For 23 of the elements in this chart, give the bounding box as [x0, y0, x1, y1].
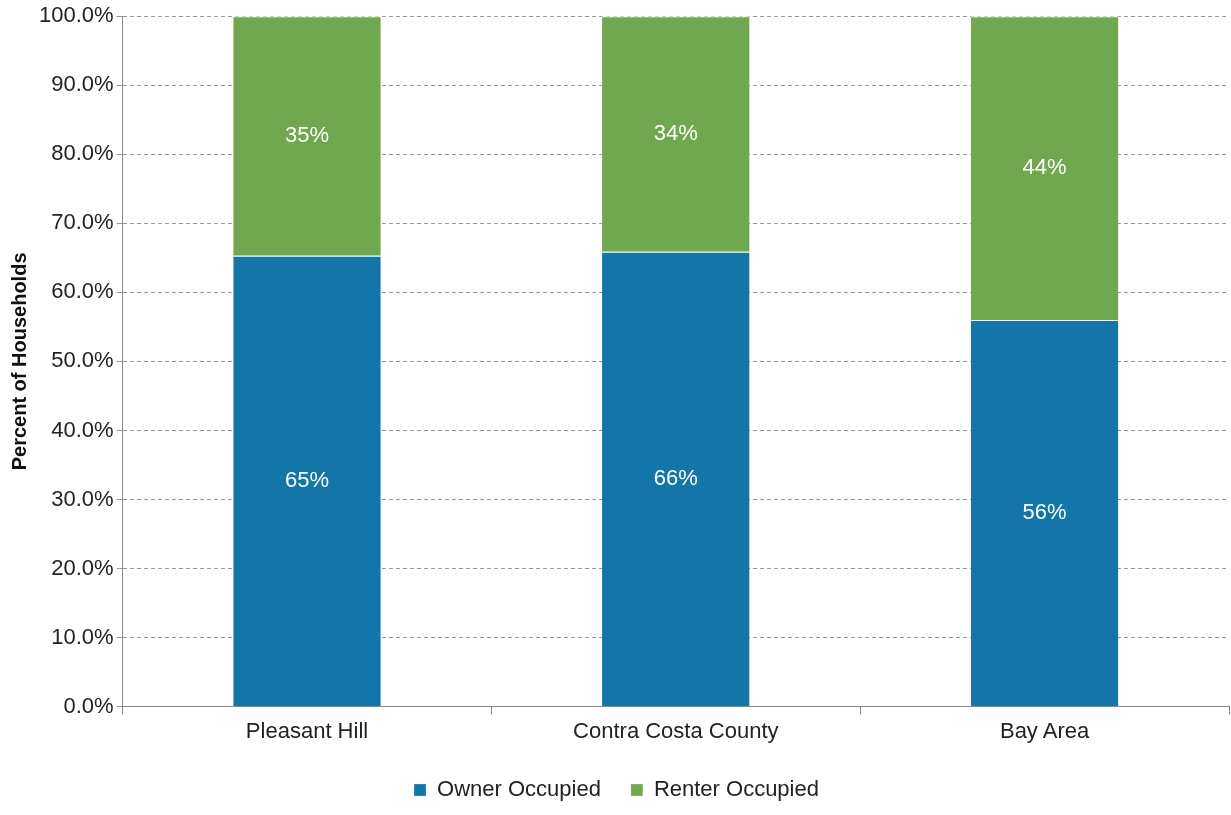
data-label: 56% [1022, 499, 1067, 525]
y-tick-label: 50.0% [51, 347, 114, 373]
data-label: 35% [284, 122, 330, 148]
y-axis-title: Percent of Households [7, 252, 30, 471]
y-tick-label: 30.0% [51, 485, 114, 511]
legend-label: Renter Occupied [653, 776, 819, 802]
y-tick-label: 90.0% [51, 71, 114, 97]
y-tick-label: 100.0% [38, 2, 114, 28]
y-tick-label: 60.0% [51, 278, 114, 304]
data-label: 65% [284, 467, 330, 492]
x-tick-label: Pleasant Hill [245, 717, 369, 743]
y-tick-label: 80.0% [51, 140, 114, 166]
data-label: 66% [653, 464, 698, 490]
y-tick-label: 20.0% [51, 554, 114, 580]
x-tick-label: Bay Area [999, 717, 1090, 743]
y-tick-label: 70.0% [51, 209, 114, 235]
y-tick-label: 10.0% [51, 623, 114, 649]
data-label: 34% [653, 119, 698, 145]
x-tick-label: Contra Costa County [573, 717, 779, 743]
y-tick-label: 40.0% [51, 416, 114, 442]
legend-label: Owner Occupied [437, 776, 601, 802]
y-tick-label: 0.0% [63, 692, 114, 718]
data-label: 44% [1022, 154, 1067, 180]
